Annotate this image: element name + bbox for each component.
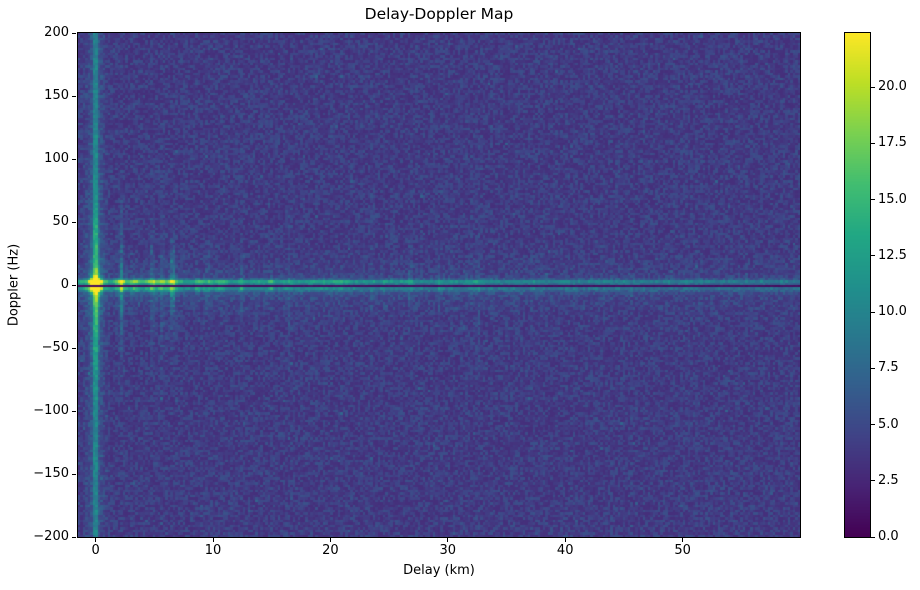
colorbar-tick-mark — [871, 142, 875, 144]
colorbar-tick-label: 2.5 — [878, 472, 899, 488]
y-axis-label-text: Doppler (Hz) — [6, 243, 22, 327]
x-tick-label: 30 — [439, 543, 457, 558]
y-tick-mark — [72, 284, 76, 286]
y-tick-mark — [72, 536, 76, 538]
x-tick-label: 20 — [322, 543, 339, 558]
y-tick-label: −100 — [33, 403, 69, 418]
y-tick-mark — [72, 347, 76, 349]
x-tick-mark — [212, 538, 214, 542]
y-tick-mark — [72, 473, 76, 475]
x-tick-mark — [564, 538, 566, 542]
colorbar-tick-mark — [871, 424, 875, 425]
x-tick-mark — [329, 538, 331, 542]
colorbar — [844, 32, 871, 538]
x-tick-label: 10 — [204, 543, 222, 558]
colorbar-tick-mark — [871, 255, 875, 257]
colorbar-tick-mark — [871, 86, 875, 88]
chart-title: Delay-Doppler Map — [364, 5, 514, 23]
x-tick-mark — [95, 538, 97, 542]
x-tick-mark — [682, 538, 684, 542]
y-tick-mark — [72, 158, 76, 160]
y-tick-label: −150 — [33, 466, 69, 481]
y-tick-label: 100 — [44, 151, 69, 166]
heatmap-image — [77, 32, 801, 538]
colorbar-tick-label: 15.0 — [878, 191, 907, 207]
colorbar-tick-mark — [871, 367, 875, 369]
colorbar-tick-label: 20.0 — [878, 79, 907, 94]
colorbar-tick-mark — [871, 311, 875, 313]
x-tick-label: 50 — [674, 543, 691, 558]
colorbar-tick-mark — [871, 536, 875, 538]
y-tick-label: 50 — [52, 214, 69, 229]
colorbar-tick-label: 17.5 — [878, 135, 907, 151]
x-axis-label: Delay (km) — [403, 563, 475, 578]
y-tick-label: 200 — [44, 25, 69, 40]
colorbar-tick-mark — [871, 480, 875, 482]
x-tick-label: 40 — [556, 543, 574, 558]
colorbar-tick-label: 10.0 — [878, 304, 907, 319]
y-tick-label: −200 — [33, 529, 69, 544]
y-tick-mark — [72, 95, 76, 97]
y-tick-mark — [72, 410, 76, 412]
y-tick-label: 0 — [60, 277, 69, 292]
colorbar-tick-label: 5.0 — [878, 416, 899, 432]
x-tick-label: 0 — [91, 543, 100, 558]
colorbar-tick-label: 12.5 — [878, 247, 907, 263]
colorbar-tick-label: 0.0 — [878, 529, 899, 544]
y-tick-label: −50 — [41, 340, 69, 355]
y-tick-label: 150 — [44, 88, 69, 103]
colorbar-tick-mark — [871, 199, 875, 200]
y-tick-mark — [72, 32, 76, 34]
x-tick-mark — [447, 538, 449, 542]
y-tick-mark — [72, 221, 76, 223]
colorbar-tick-label: 7.5 — [878, 360, 899, 376]
